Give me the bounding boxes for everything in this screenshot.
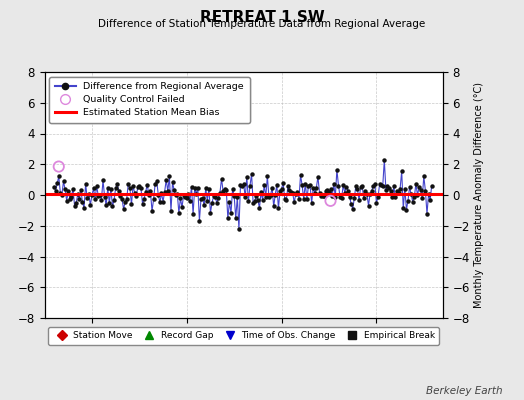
Y-axis label: Monthly Temperature Anomaly Difference (°C): Monthly Temperature Anomaly Difference (… [474, 82, 484, 308]
Legend: Station Move, Record Gap, Time of Obs. Change, Empirical Break: Station Move, Record Gap, Time of Obs. C… [48, 327, 439, 345]
Point [54, 163, 63, 170]
Text: Difference of Station Temperature Data from Regional Average: Difference of Station Temperature Data f… [99, 19, 425, 29]
Point [326, 198, 335, 204]
Text: Berkeley Earth: Berkeley Earth [427, 386, 503, 396]
Text: RETREAT 1 SW: RETREAT 1 SW [200, 10, 324, 25]
Legend: Difference from Regional Average, Quality Control Failed, Estimated Station Mean: Difference from Regional Average, Qualit… [49, 77, 249, 123]
